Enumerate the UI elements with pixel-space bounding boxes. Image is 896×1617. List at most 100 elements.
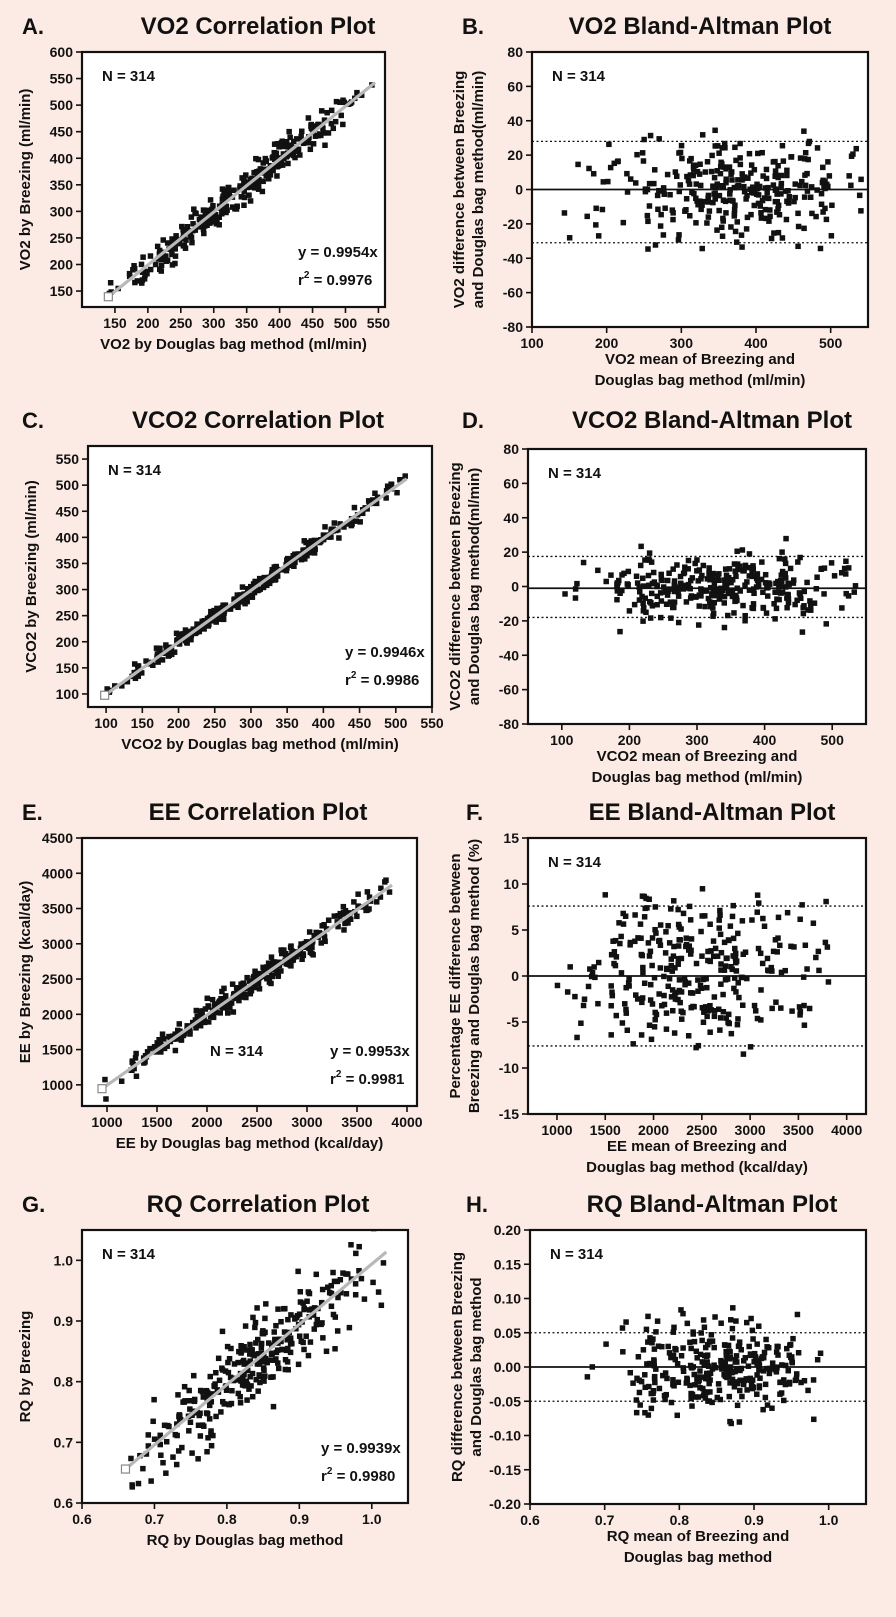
data-point (590, 170, 597, 177)
data-point (731, 610, 737, 616)
data-point (308, 944, 315, 951)
data-point (138, 261, 145, 268)
data-point (288, 1312, 294, 1318)
data-point (285, 1366, 291, 1373)
panel-letter: E. (22, 800, 43, 825)
data-point (816, 967, 822, 974)
data-point (256, 1372, 262, 1378)
data-point (244, 180, 250, 186)
data-point (718, 1357, 724, 1364)
data-point (815, 948, 822, 955)
data-point (325, 130, 332, 136)
data-point (664, 1375, 670, 1382)
data-point (770, 948, 777, 955)
data-point (637, 589, 643, 595)
data-point (774, 191, 780, 197)
data-point (654, 1318, 661, 1324)
data-point (690, 1329, 696, 1335)
data-point (270, 1403, 277, 1410)
data-point (719, 233, 726, 239)
data-point (287, 143, 293, 150)
data-point (639, 952, 646, 959)
data-point (692, 560, 698, 567)
data-point (684, 1377, 691, 1383)
data-point (252, 1324, 258, 1331)
data-point (243, 994, 249, 1001)
data-point (822, 205, 828, 212)
data-point (353, 518, 360, 524)
data-point (258, 1345, 265, 1351)
data-point (634, 580, 641, 586)
data-point (187, 1419, 194, 1425)
data-point (187, 233, 193, 239)
data-point (716, 917, 722, 923)
data-point (651, 1373, 658, 1380)
data-point (707, 599, 713, 605)
data-point (153, 645, 160, 651)
data-point (723, 166, 729, 172)
data-point (764, 189, 770, 196)
data-point (636, 597, 643, 603)
data-point (774, 596, 780, 602)
data-point (782, 967, 788, 974)
data-point (783, 535, 789, 542)
data-point (687, 1382, 693, 1389)
data-point (369, 497, 376, 503)
data-point (271, 1357, 278, 1363)
data-point (696, 603, 702, 609)
data-point (656, 991, 662, 997)
data-point (726, 566, 733, 572)
data-point (328, 1303, 335, 1310)
data-point (702, 169, 709, 175)
data-point (721, 577, 727, 583)
data-point (574, 580, 580, 587)
chart-title: VO2 Correlation Plot (141, 13, 376, 40)
y-axis-label: and Douglas bag method (468, 1277, 485, 1456)
data-point (858, 208, 864, 214)
data-point (239, 1345, 246, 1351)
data-point (797, 1009, 804, 1015)
data-point (839, 605, 845, 611)
data-point (733, 959, 739, 966)
data-point (689, 1403, 695, 1409)
data-point (701, 1324, 708, 1330)
y-tick-label: 80 (507, 44, 523, 60)
data-point (799, 629, 806, 635)
r-squared-label: r2 = 0.9980 (321, 1466, 395, 1485)
data-point (241, 188, 247, 195)
data-point (740, 1381, 747, 1388)
data-point (758, 1017, 764, 1023)
data-point (169, 236, 175, 242)
data-point (301, 1305, 308, 1312)
data-point (289, 1340, 295, 1347)
data-point (760, 1406, 766, 1413)
data-point (216, 1377, 223, 1384)
data-point (770, 159, 777, 165)
data-point (640, 583, 647, 589)
y-axis-label: and Douglas bag method(ml/min) (470, 71, 487, 309)
data-point (256, 575, 263, 582)
x-tick-label: 0.6 (72, 1511, 92, 1527)
data-point (196, 1412, 203, 1419)
data-point (760, 1368, 767, 1374)
data-point (668, 1399, 675, 1406)
data-point (790, 580, 797, 586)
data-point (320, 130, 327, 136)
data-point (655, 1343, 662, 1349)
data-point (223, 1387, 230, 1393)
data-point (175, 1448, 182, 1454)
data-point (761, 1354, 767, 1361)
data-point (802, 149, 809, 156)
data-point (722, 1342, 729, 1349)
data-point (213, 1369, 219, 1376)
data-point (700, 562, 707, 569)
data-point (699, 202, 705, 209)
chart-title: VCO2 Bland-Altman Plot (572, 407, 852, 434)
data-point (199, 1388, 206, 1395)
data-point (311, 1326, 318, 1332)
data-point (698, 985, 705, 992)
data-point (330, 526, 336, 532)
data-point (784, 172, 790, 179)
data-point (825, 159, 831, 165)
data-point (660, 584, 667, 590)
